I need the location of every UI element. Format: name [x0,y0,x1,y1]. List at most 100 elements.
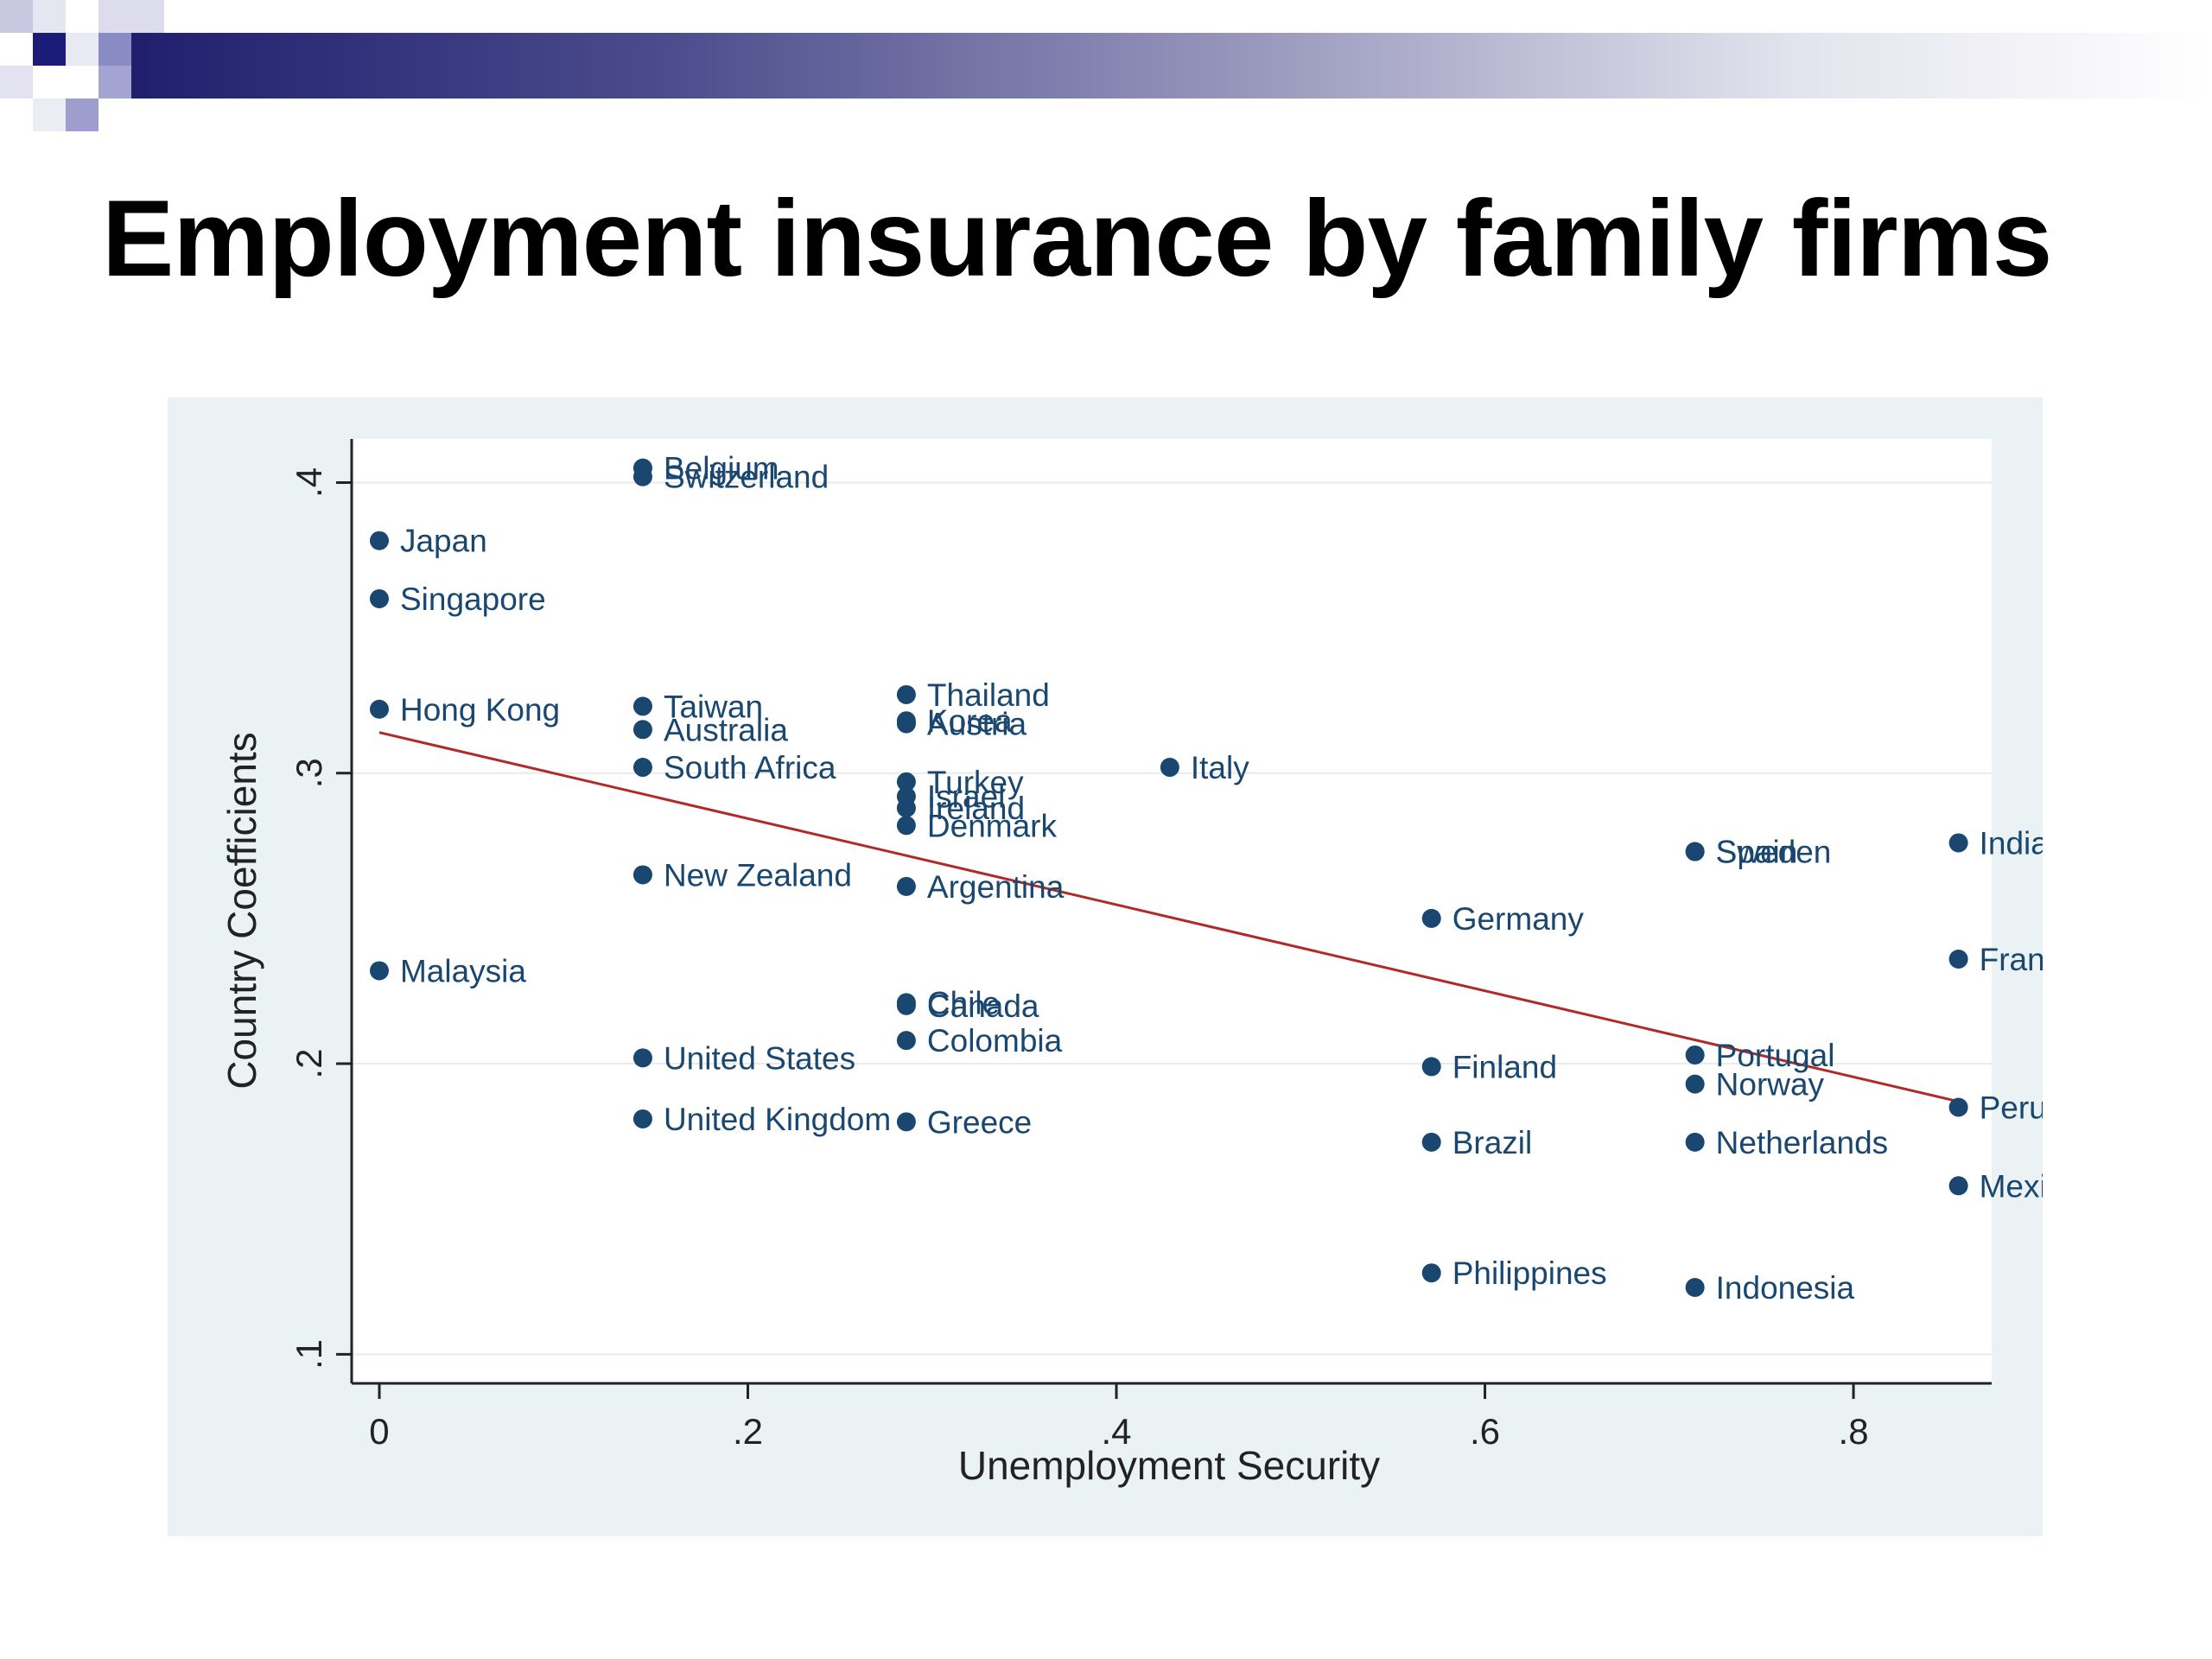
point-label: Japan [400,524,487,559]
data-point [1421,1057,1441,1077]
point-label: Portugal [1716,1038,1835,1073]
y-tick-label: .4 [289,467,329,498]
y-axis-title: Country Coefficients [219,732,264,1089]
banner-square-low-pale [33,99,66,131]
data-point [1421,1132,1441,1152]
banner-square-periwinkle [99,33,131,66]
point-label: New Zealand [664,857,852,893]
data-point [632,1048,652,1068]
point-label: Hong Kong [400,692,560,728]
point-label: France [1980,942,2079,977]
data-point [369,699,389,719]
data-point [896,816,916,836]
banner-square-bottom-light [0,66,33,99]
point-label: Israel [927,779,1005,815]
point-label: Spain [1716,835,1798,870]
point-label: Switzerland [664,460,829,495]
data-point [896,684,916,704]
data-point [1685,1278,1705,1298]
data-point [632,696,652,716]
point-label: Indonesia [1716,1270,1855,1306]
point-label: Germany [1452,901,1585,937]
data-point [896,772,916,791]
data-point [1685,1074,1705,1094]
data-point [632,758,652,778]
point-label: Mexico [1980,1168,2081,1204]
data-point [632,467,652,486]
point-label: Belgium [664,451,779,486]
point-label: Italy [1191,750,1249,785]
data-point [1160,758,1179,778]
data-point [896,714,916,734]
data-point [632,1109,652,1128]
banner-square-mid [66,0,99,33]
point-label: Norway [1716,1067,1825,1103]
data-point [1421,908,1441,928]
point-label: Korea [927,703,1013,739]
point-label: Canada [927,988,1039,1024]
point-label: Taiwan [664,689,763,724]
point-label: Singapore [400,582,546,617]
data-point [632,720,652,740]
banner-square-bottom-blue [99,66,131,99]
fit-line [378,731,1959,1103]
slide-title: Employment insurance by family firms [102,179,2052,299]
data-point [896,876,916,896]
point-label: Thailand [927,677,1050,713]
banner-square-navy [33,33,66,66]
point-label: Chile [927,985,1000,1020]
point-label: Australia [664,712,788,747]
point-label: Denmark [927,808,1058,843]
y-tick-label: .2 [289,1049,329,1079]
banner-gradient-bar [130,33,2212,99]
x-tick-label: 0 [369,1411,389,1452]
data-point [369,588,389,608]
data-point [369,531,389,550]
x-tick-label: .2 [733,1411,763,1452]
point-label: Ireland [927,791,1025,826]
point-label: South Africa [664,750,836,785]
data-point [1948,833,1968,853]
point-label: Austria [927,707,1027,742]
point-label: Philippines [1452,1255,1607,1291]
data-point [369,961,389,981]
banner-square-pale [0,0,33,33]
y-tick-label: .3 [289,758,329,788]
point-label: Brazil [1452,1125,1533,1160]
data-point [896,798,916,818]
banner-square-lavender [66,33,99,66]
point-label: United Kingdom [664,1102,891,1137]
slide-banner [0,0,2212,138]
data-point [1685,1132,1705,1152]
data-point [1685,842,1705,861]
point-label: India [1980,825,2050,861]
point-label: Netherlands [1716,1125,1889,1160]
data-point [896,1031,916,1051]
data-point [632,865,652,885]
point-label: Colombia [927,1023,1063,1058]
y-tick-label: .1 [289,1339,329,1370]
point-label: Finland [1452,1049,1557,1084]
point-label: Turkey [927,765,1024,800]
axes [350,439,1992,1385]
banner-square-white [99,0,164,33]
x-tick-label: .6 [1470,1411,1500,1452]
data-point [1421,1263,1441,1283]
x-axis-title: Unemployment Security [958,1443,1380,1488]
point-label: United States [664,1040,855,1076]
data-point [1685,1045,1705,1065]
point-label: Malaysia [400,953,526,988]
point-label: Argentina [927,869,1065,905]
banner-square-light [33,0,66,33]
data-point [1948,949,1968,969]
data-point [1948,1097,1968,1117]
point-label: Greece [927,1104,1032,1140]
plot-area [352,439,1992,1383]
banner-square-bottom-mid [33,66,66,99]
data-point [896,995,916,1015]
banner-square-low [66,99,99,131]
point-label: Peru [1980,1090,2047,1126]
